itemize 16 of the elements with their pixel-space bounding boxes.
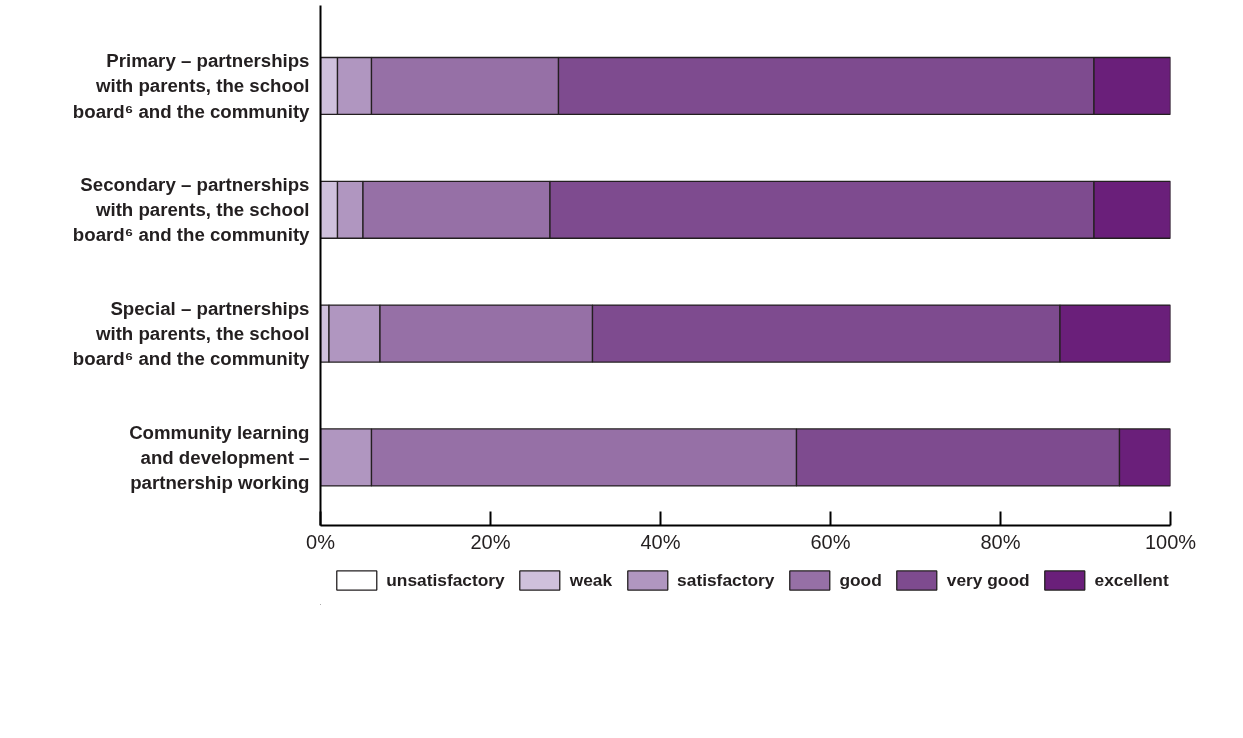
x-tick-label: 100%	[1144, 530, 1197, 553]
x-tick-label: 60%	[810, 530, 851, 553]
y-tick-label: Secondary – partnerships with parents, the school board⁶ and the community	[72, 174, 311, 246]
legend-label: unsatisfactory	[386, 569, 505, 591]
legend-label: satisfactory	[677, 569, 775, 591]
x-tick-label: 40%	[640, 530, 681, 553]
x-tick-label: 20%	[470, 530, 511, 553]
legend-label: excellent	[1094, 569, 1169, 591]
x-tick-label: 80%	[980, 530, 1021, 553]
legend-label: very good	[946, 569, 1030, 591]
y-tick-label: Primary – partnerships with parents, the school board⁶ and the community	[72, 50, 311, 122]
legend-label: good	[839, 569, 882, 591]
x-tick-label: 0%	[306, 530, 336, 553]
y-tick-label: Community learning and development – partnership working	[129, 421, 310, 494]
y-tick-label: Special – partnerships with parents, the school board⁶ and the community	[72, 297, 311, 370]
legend-label: weak	[569, 569, 613, 591]
